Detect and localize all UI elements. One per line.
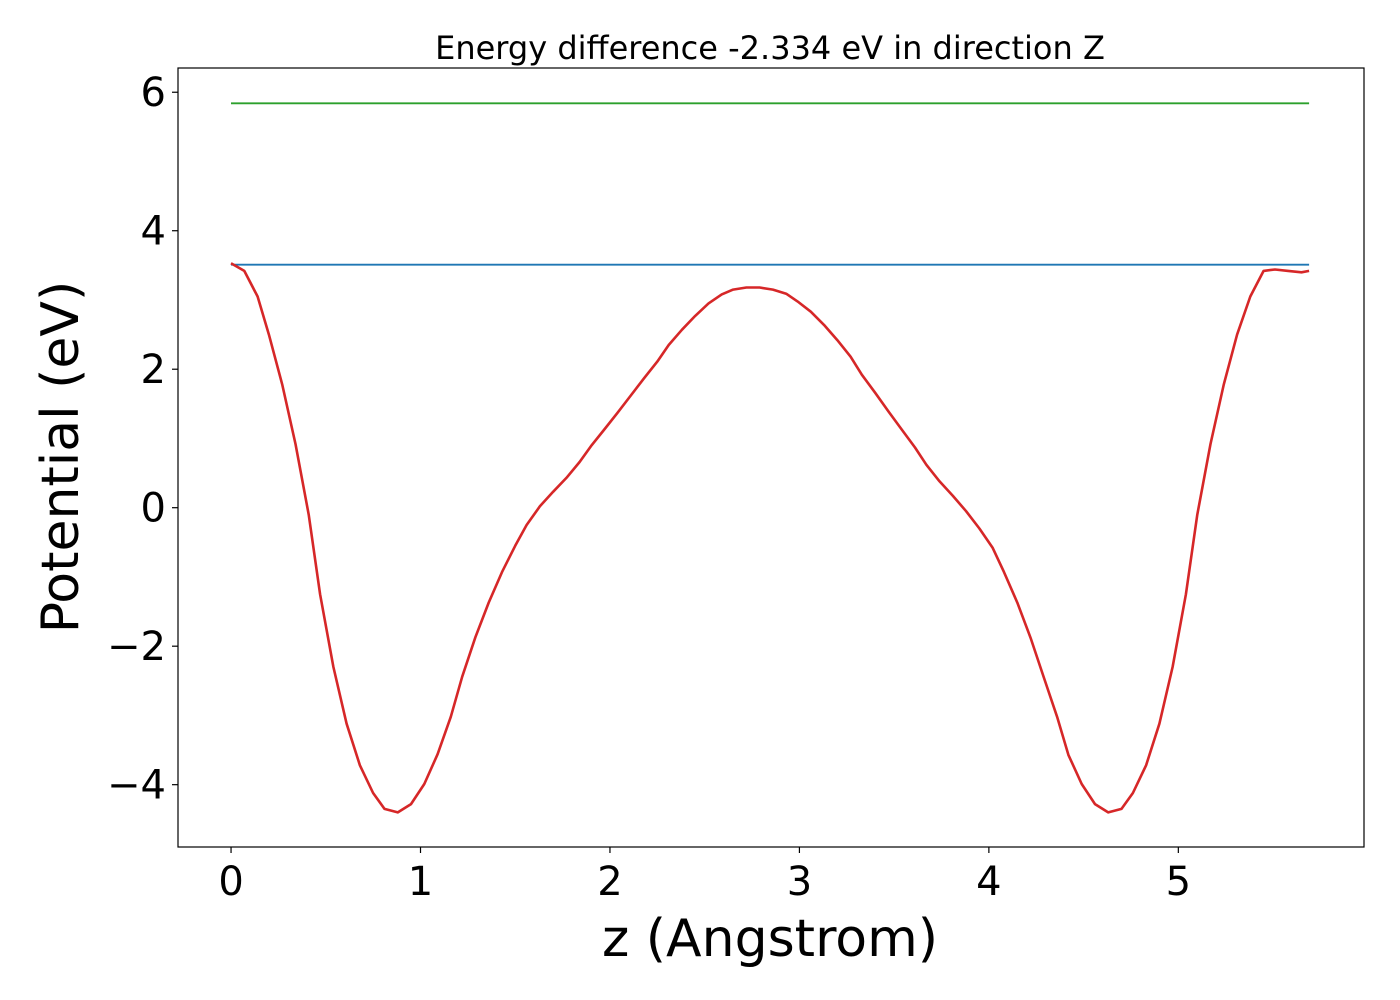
x-tick-label: 1	[408, 859, 433, 905]
y-tick-label: −4	[107, 763, 166, 809]
x-axis-label: z (Angstrom)	[602, 909, 938, 969]
y-tick-label: −2	[107, 624, 166, 670]
x-tick-label: 4	[976, 859, 1001, 905]
series-line-3	[230, 262, 1310, 814]
x-tick-label: 0	[218, 859, 243, 905]
x-tick-label: 3	[787, 859, 812, 905]
chart-title: Energy difference -2.334 eV in direction…	[435, 29, 1105, 67]
plot-frame	[177, 67, 1365, 848]
x-tick-label: 2	[597, 859, 622, 905]
y-axis-label: Potential (eV)	[31, 281, 91, 633]
plot-area	[230, 102, 1310, 814]
y-tick-label: 2	[141, 347, 166, 393]
y-tick-label: 6	[141, 70, 166, 116]
y-tick-label: 4	[141, 209, 166, 255]
y-axis: −4 −2 0 2 4 6	[107, 70, 178, 809]
y-tick-label: 0	[141, 486, 166, 532]
x-axis: 0 1 2 3 4 5	[218, 847, 1191, 905]
x-tick-label: 5	[1166, 859, 1191, 905]
